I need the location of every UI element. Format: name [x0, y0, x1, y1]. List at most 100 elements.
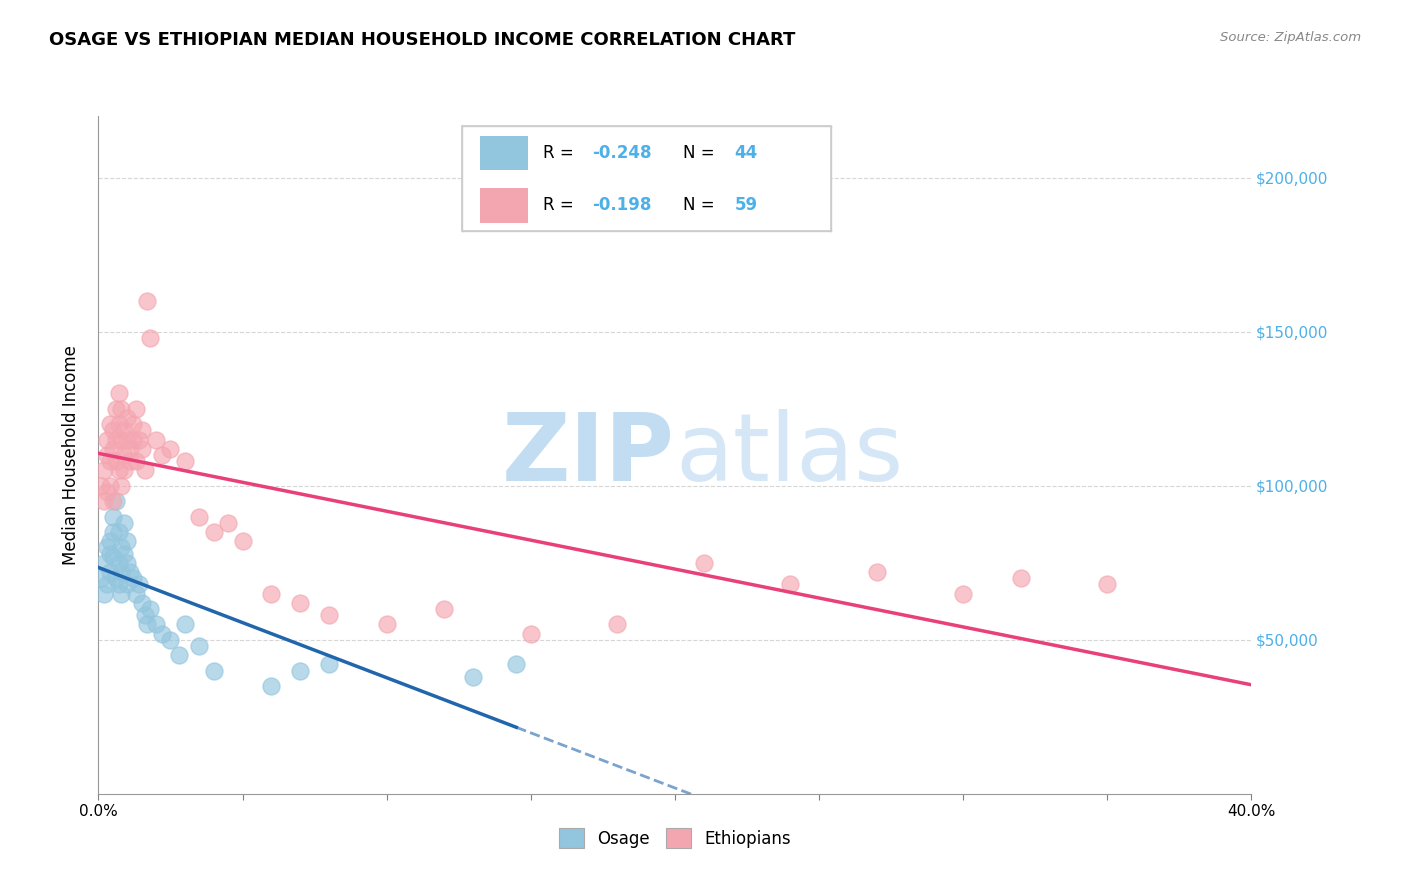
Point	[96, 448, 118, 462]
Point	[98, 479, 121, 493]
Point	[98, 547, 121, 561]
Point	[1010, 571, 1032, 585]
Point	[104, 494, 127, 508]
Point	[159, 632, 181, 647]
Point	[139, 602, 162, 616]
Point	[125, 401, 148, 416]
Point	[167, 648, 190, 663]
Point	[260, 586, 283, 600]
Point	[96, 484, 118, 499]
Point	[110, 479, 132, 493]
Point	[107, 556, 129, 570]
Point	[260, 679, 283, 693]
Point	[134, 463, 156, 477]
Point	[174, 454, 197, 468]
Point	[98, 417, 121, 431]
Point	[125, 586, 148, 600]
Point	[98, 454, 121, 468]
Text: OSAGE VS ETHIOPIAN MEDIAN HOUSEHOLD INCOME CORRELATION CHART: OSAGE VS ETHIOPIAN MEDIAN HOUSEHOLD INCO…	[49, 31, 796, 49]
Point	[136, 293, 159, 308]
Point	[112, 547, 135, 561]
Point	[110, 433, 132, 447]
Point	[131, 596, 153, 610]
Point	[122, 571, 145, 585]
Point	[290, 596, 312, 610]
Point	[101, 494, 124, 508]
Point	[122, 417, 145, 431]
Point	[150, 626, 173, 640]
Point	[290, 664, 312, 678]
Point	[145, 433, 167, 447]
Point	[90, 571, 112, 585]
Point	[120, 454, 142, 468]
Point	[107, 577, 129, 591]
Point	[461, 670, 484, 684]
Point	[202, 664, 225, 678]
Point	[104, 571, 127, 585]
Point	[139, 331, 162, 345]
Point	[150, 448, 173, 462]
Point	[136, 617, 159, 632]
Point	[101, 524, 124, 539]
Point	[98, 534, 121, 549]
Point	[131, 442, 153, 456]
Point	[110, 401, 132, 416]
Point	[93, 556, 115, 570]
Point	[520, 626, 543, 640]
Text: ZIP: ZIP	[502, 409, 675, 501]
Point	[318, 608, 340, 623]
Point	[375, 617, 398, 632]
Point	[174, 617, 197, 632]
Point	[318, 657, 340, 672]
Point	[117, 411, 139, 425]
Point	[107, 386, 129, 401]
Point	[98, 565, 121, 579]
Point	[433, 602, 456, 616]
Point	[107, 417, 129, 431]
Point	[128, 433, 150, 447]
Point	[93, 494, 115, 508]
Point	[131, 423, 153, 437]
Point	[101, 423, 124, 437]
Point	[134, 608, 156, 623]
Point	[104, 454, 127, 468]
Point	[112, 448, 135, 462]
Point	[93, 463, 115, 477]
Point	[107, 463, 129, 477]
Point	[128, 577, 150, 591]
Point	[101, 549, 124, 564]
Point	[122, 433, 145, 447]
Point	[104, 401, 127, 416]
Point	[779, 577, 801, 591]
Point	[120, 442, 142, 456]
Point	[231, 534, 254, 549]
Point	[1097, 577, 1119, 591]
Point	[112, 463, 135, 477]
Point	[125, 454, 148, 468]
Point	[117, 556, 139, 570]
Point	[104, 433, 127, 447]
Point	[96, 433, 118, 447]
Point	[188, 509, 211, 524]
Point	[110, 586, 132, 600]
Point	[217, 516, 239, 530]
Point	[117, 534, 139, 549]
Point	[693, 556, 716, 570]
Point	[101, 442, 124, 456]
Text: atlas: atlas	[675, 409, 903, 501]
Point	[117, 433, 139, 447]
Legend: Osage, Ethiopians: Osage, Ethiopians	[550, 820, 800, 856]
Point	[117, 577, 139, 591]
Point	[110, 565, 132, 579]
Point	[505, 657, 527, 672]
Point	[107, 524, 129, 539]
Point	[202, 524, 225, 539]
Point	[145, 617, 167, 632]
Point	[606, 617, 628, 632]
Point	[112, 516, 135, 530]
Point	[96, 577, 118, 591]
Point	[96, 541, 118, 555]
Point	[110, 541, 132, 555]
Point	[866, 565, 889, 579]
Point	[159, 442, 181, 456]
